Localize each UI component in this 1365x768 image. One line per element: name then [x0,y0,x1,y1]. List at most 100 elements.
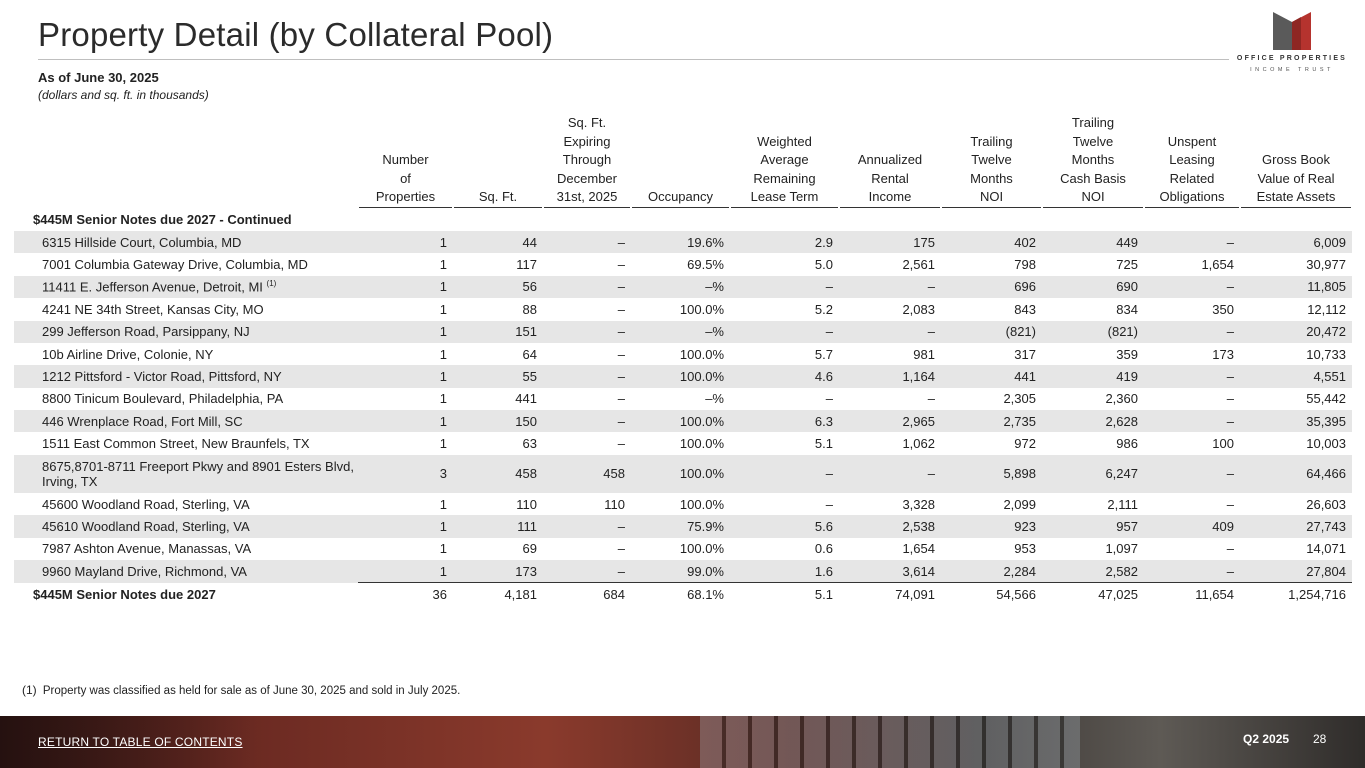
table-row: 6315 Hillside Court, Columbia, MD 1 44–19.… [14,230,1352,254]
value-cell: 2,305 [1003,391,1036,407]
value-cell: – [839,275,941,299]
value-cell: (821) [941,320,1042,343]
column-header-line: Sq. Ft. [478,189,518,205]
value-cell: 100.0% [631,365,730,388]
table-row: 45610 Woodland Road, Sterling, VA 1 111–75… [14,515,1352,538]
units-note: (dollars and sq. ft. in thousands) [38,88,209,102]
table-body: $445M Senior Notes due 2027 - Continued 6… [14,209,1352,606]
value-cell: 64 [522,346,537,362]
value-cell: 1,097 [1105,541,1138,557]
footer-banner: RETURN TO TABLE OF CONTENTS Q2 2025 28 [0,716,1365,768]
value-cell: 409 [1144,515,1240,538]
value-cell: – [543,230,631,254]
property-detail-table: Number of Properties Sq. Ft. Sq. Ft. Expiring… [14,114,1352,606]
value-cell: 2,284 [941,560,1042,584]
value-cell: 117 [516,257,537,273]
value-cell: – [927,391,935,407]
value-cell: – [617,346,625,362]
value-cell: 2,111 [1107,496,1138,512]
value-cell: 151 [453,320,543,343]
column-header-line: 31st, 2025 [556,189,618,205]
value-cell: 26,603 [1306,496,1346,512]
value-cell: 173 [453,560,543,584]
value-cell: – [617,436,625,452]
value-cell: – [1226,496,1234,512]
value-cell: – [543,560,631,584]
column-header: Occupancy [631,114,730,209]
title-divider [38,59,1229,60]
value-cell: 64,466 [1240,454,1352,493]
value-cell: –% [631,320,730,343]
value-cell: – [1226,541,1234,557]
value-cell: – [730,275,839,299]
value-cell: 953 [1014,541,1036,557]
value-cell: 12,112 [1307,301,1346,317]
value-cell: 350 [1212,301,1234,317]
property-name-cell: 1212 Pittsford - Victor Road, Pittsford,… [14,365,358,388]
value-cell: 1,654 [902,541,935,557]
property-name: $445M Senior Notes due 2027 [33,586,216,602]
value-cell: 1 [358,515,453,538]
column-header-line: Unspent [1167,133,1217,149]
column-header-line: Rental [871,170,909,186]
table-row: 1511 East Common Street, New Braunfels, … [14,432,1352,454]
value-cell: – [1144,275,1240,299]
value-cell: 5.2 [814,301,833,317]
value-cell: –% [631,275,730,299]
value-cell: 100.0% [679,496,724,512]
column-header-line: NOI [1081,189,1105,205]
column-header: Sq. Ft. Expiring Through December 31st, 2025 [543,114,631,209]
property-name-cell: 8675,8701-8711 Freeport Pkwy and 8901 Es… [14,454,358,493]
column-header: Trailing Twelve Months Cash Basis NOI [1042,114,1144,209]
quarter-label: Q2 2025 [1243,732,1290,746]
table-row: 8800 Tinicum Boulevard, Philadelphia, PA… [14,388,1352,410]
return-to-toc-link[interactable]: RETURN TO TABLE OF CONTENTS [38,735,243,749]
value-cell: 55 [453,365,543,388]
property-name-cell: 4241 NE 34th Street, Kansas City, MO [14,298,358,320]
table-row: 8675,8701-8711 Freeport Pkwy and 8901 Es… [14,454,1352,493]
table-row: 11411 E. Jefferson Avenue, Detroit, MI (… [14,275,1352,299]
column-header-line: Estate Assets [1256,189,1336,205]
column-header: Gross Book Value of Real Estate Assets [1240,114,1352,209]
value-cell: 100.0% [679,436,724,452]
value-cell: –% [705,391,724,407]
value-cell: – [617,541,625,557]
value-cell: – [825,391,833,407]
value-cell: 441 [941,365,1042,388]
property-name: 299 Jefferson Road, Parsippany, NJ [42,324,250,340]
value-cell: 54,566 [996,587,1036,603]
value-cell: 986 [1116,436,1138,452]
value-cell: 1 [358,365,453,388]
value-cell: 798 [1014,257,1036,273]
value-cell: 10,733 [1306,346,1346,362]
value-cell: 2,735 [941,410,1042,433]
column-header-line: of [400,170,411,186]
value-cell: 1 [358,275,453,299]
value-cell: 2,965 [839,410,941,433]
column-header-line: December [557,170,617,186]
value-cell: 458 [543,454,631,493]
value-cell: 684 [603,587,625,603]
value-cell: 11,654 [1195,587,1234,603]
column-header-line: Months [970,170,1013,186]
property-name-cell: 8800 Tinicum Boulevard, Philadelphia, PA [14,388,358,410]
value-cell: 47,025 [1098,587,1138,603]
header-blank [14,114,358,209]
value-cell: 10,003 [1306,436,1346,452]
property-name: 11411 E. Jefferson Avenue, Detroit, MI [42,279,263,295]
value-cell: 1 [439,346,447,362]
value-cell: 957 [1042,515,1144,538]
value-cell: 1,254,716 [1288,587,1346,603]
value-cell: – [617,301,625,317]
property-name: 6315 Hillside Court, Columbia, MD [42,234,242,250]
value-cell: – [543,365,631,388]
column-header-line: Twelve [1072,133,1114,149]
value-cell: 100.0% [679,301,724,317]
value-cell: 2,561 [902,257,935,273]
property-name-cell: $445M Senior Notes due 2027 [14,583,358,606]
value-cell: 44 [453,230,543,254]
footnote-mark: (1) [22,683,37,697]
value-cell: 359 [1116,346,1138,362]
value-cell: 5.1 [814,587,833,603]
value-cell: 1 [439,496,447,512]
